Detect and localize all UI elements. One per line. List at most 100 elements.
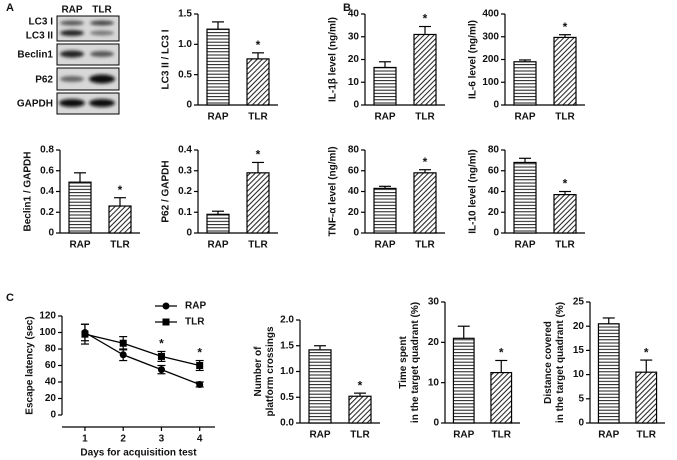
bar [373, 66, 397, 106]
y-tick-label: 200 [482, 54, 499, 65]
y-tick-label: 80 [45, 344, 57, 355]
bar [490, 371, 513, 424]
y-tick-label: 25 [573, 297, 585, 308]
y-tick-label: 0 [48, 228, 54, 239]
y-tick-label: 0.1 [178, 207, 192, 218]
y-tick-label: 60 [348, 165, 360, 176]
bar [68, 181, 92, 234]
y-tick-label: 60 [45, 360, 57, 371]
error-bar [559, 34, 571, 38]
error-bar [212, 210, 224, 215]
blot-strip [56, 92, 120, 115]
y-axis-label-line: Distance covered [543, 321, 554, 404]
bar [635, 371, 658, 424]
bar [206, 213, 230, 234]
blot-strip [56, 43, 120, 66]
y-tick-label: 20 [45, 393, 57, 404]
x-tick-label: 3 [159, 434, 165, 445]
y-tick-label: 20 [573, 321, 585, 332]
significance-mark: * [118, 183, 123, 197]
y-tick-label: 1.0 [280, 366, 294, 377]
y-tick-label: 40 [488, 186, 500, 197]
error-bar [602, 317, 615, 324]
y-tick-label: 1.5 [280, 340, 294, 351]
y-axis-label-line: Number of [253, 346, 264, 397]
y-tick-label: 20 [348, 54, 360, 65]
x-tick-label: RAP [453, 430, 474, 441]
blot-bands [59, 20, 115, 107]
x-tick-label: TLR [555, 112, 575, 123]
y-tick-label: 0 [493, 228, 499, 239]
y-axis-label: Escape latency (sec) [25, 316, 36, 414]
y-axis-label: Time spentin the target quadrant (%) [398, 302, 421, 423]
y-tick-label: 0.5 [280, 392, 294, 403]
x-tick-label: RAP [514, 112, 535, 123]
y-tick-label: 0 [578, 418, 584, 429]
y-tick-label: 20 [428, 337, 440, 348]
error-bar [252, 161, 264, 173]
y-tick-label: 0 [353, 100, 359, 111]
bar [206, 28, 230, 106]
significance-mark: * [423, 155, 428, 169]
y-tick-label: 40 [348, 186, 360, 197]
bar [513, 61, 537, 106]
x-tick-label: RAP [374, 112, 395, 123]
marker [81, 330, 89, 338]
bar [513, 161, 537, 234]
y-tick-label: 15 [573, 345, 585, 356]
x-tick-label: RAP [598, 430, 619, 441]
significance-mark: * [423, 12, 428, 26]
x-tick-label: TLR [415, 112, 435, 123]
y-tick-label: 0.2 [40, 207, 54, 218]
y-axis-label: Distance coveredin the target quadrant (… [543, 302, 566, 423]
y-axis-label-line: Time spent [398, 336, 409, 389]
y-tick-label: 2.0 [280, 315, 294, 326]
error-bar [519, 59, 531, 62]
legend-marker [162, 302, 170, 310]
marker [196, 380, 204, 388]
bar [553, 194, 577, 234]
marker [157, 366, 165, 374]
x-tick-label: RAP [69, 240, 90, 251]
blot-strip [56, 67, 120, 91]
error-bar [252, 52, 264, 59]
significance-mark: * [358, 378, 363, 392]
x-tick-label: RAP [374, 240, 395, 251]
y-tick-label: 0.5 [178, 69, 192, 80]
blot-row: P62 [35, 75, 53, 86]
significance-mark: * [563, 20, 568, 34]
error-bar [212, 21, 224, 30]
y-tick-label: 1.0 [178, 39, 192, 50]
error-bar [640, 359, 653, 373]
y-axis-label: Beclin1 / GAPDH [23, 151, 34, 231]
error-bar [419, 25, 431, 35]
legend-marker [162, 318, 170, 326]
y-tick-label: 0 [433, 418, 439, 429]
x-tick-label: TLR [415, 240, 435, 251]
y-axis-label: IL-6 level (ng/ml) [468, 20, 479, 99]
western-blot: RAP TLR LC3 I LC3 II Beclin1 P62 GAPDH [17, 5, 120, 115]
significance-mark: * [159, 337, 164, 351]
error-bar [354, 392, 366, 397]
x-tick-label: RAP [514, 240, 535, 251]
error-bar [314, 345, 326, 350]
y-tick-label: 20 [348, 207, 360, 218]
series-line [84, 333, 200, 367]
error-bar [457, 325, 470, 339]
bar [348, 395, 372, 424]
x-tick-label: TLR [350, 430, 370, 441]
x-tick-label: 2 [120, 434, 126, 445]
bar [597, 323, 620, 424]
y-tick-label: 0 [493, 100, 499, 111]
bar [108, 205, 132, 234]
error-bar [495, 359, 508, 373]
significance-mark: * [499, 346, 504, 360]
y-tick-label: 80 [348, 145, 360, 156]
panel-label: B [343, 2, 351, 14]
y-tick-label: 10 [428, 377, 440, 388]
y-tick-label: 0.4 [178, 145, 192, 156]
x-tick-label: RAP [207, 240, 228, 251]
error-bar [114, 197, 126, 207]
bar [373, 187, 397, 234]
y-tick-label: 0 [50, 410, 56, 421]
